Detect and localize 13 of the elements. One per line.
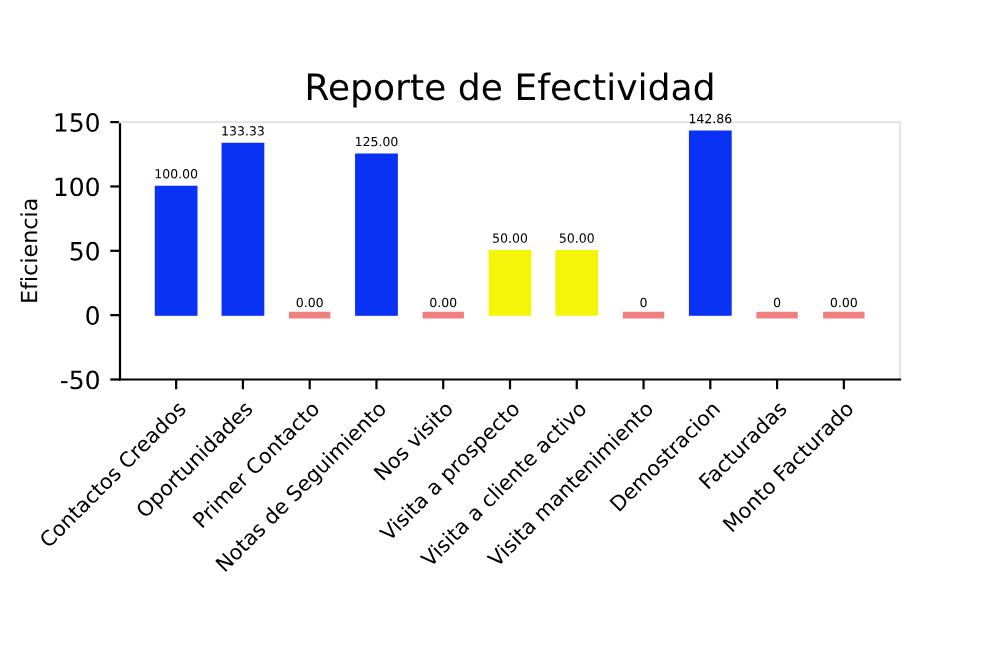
y-tick-label: -50: [60, 370, 99, 390]
y-tick-label: 0: [86, 306, 99, 325]
bar: [355, 153, 398, 316]
bar: [688, 130, 732, 316]
y-tick-label: 150: [55, 113, 99, 132]
bar: [154, 185, 198, 316]
chart-title: Reporte de Efectividad: [307, 72, 713, 108]
y-axis-title: Eficiencia: [20, 199, 38, 302]
bar: [221, 142, 265, 316]
y-tick-label: 100: [55, 177, 99, 197]
bar: [488, 250, 532, 316]
y-tick-label: 50: [70, 241, 99, 261]
bar: [555, 250, 599, 316]
